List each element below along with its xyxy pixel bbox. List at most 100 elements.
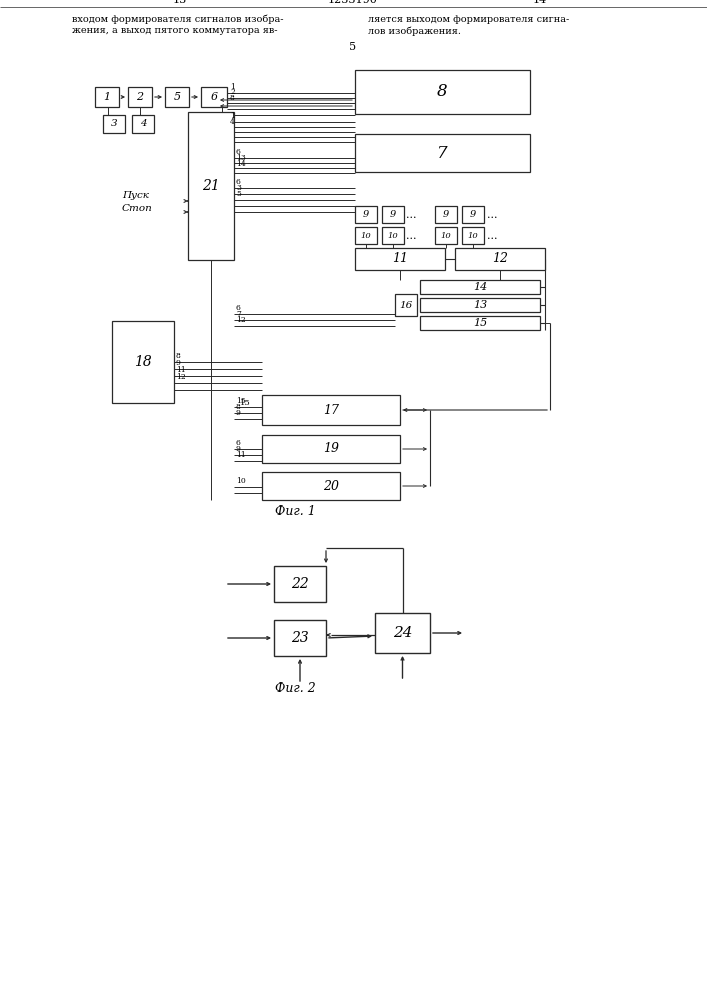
Text: 9: 9 [363, 210, 369, 219]
Bar [355, 227, 377, 244]
Text: 5: 5 [173, 92, 180, 102]
Text: 13: 13 [473, 300, 487, 310]
Text: ...: ... [487, 210, 498, 220]
Text: 10: 10 [361, 232, 371, 239]
Bar [382, 227, 404, 244]
Text: 13: 13 [173, 0, 187, 5]
Text: 15: 15 [473, 318, 487, 328]
Bar [262, 435, 400, 463]
Text: 12: 12 [492, 252, 508, 265]
Text: жения, а выход пятого коммутатора яв-: жения, а выход пятого коммутатора яв- [72, 26, 278, 35]
Text: 7: 7 [236, 310, 241, 318]
Text: 2: 2 [230, 88, 235, 96]
Text: 20: 20 [323, 480, 339, 492]
Text: 10: 10 [467, 232, 479, 239]
Bar [395, 294, 417, 316]
Text: Стоп: Стоп [122, 204, 153, 213]
Text: 9: 9 [470, 210, 476, 219]
Text: 4: 4 [230, 118, 235, 126]
Bar [355, 248, 445, 270]
Bar [188, 112, 234, 260]
Text: 22: 22 [291, 577, 309, 591]
Text: 13: 13 [236, 154, 246, 162]
Bar [462, 206, 484, 223]
Text: 9: 9 [236, 445, 241, 453]
Bar [355, 70, 530, 114]
Text: ...: ... [487, 231, 498, 241]
Text: 8: 8 [236, 403, 241, 411]
Text: 14: 14 [236, 160, 246, 168]
Bar [355, 206, 377, 223]
Text: ...: ... [406, 210, 416, 220]
Text: 21: 21 [202, 179, 220, 193]
Text: 6: 6 [236, 178, 241, 186]
Text: 16: 16 [399, 300, 413, 310]
Text: 6: 6 [236, 148, 241, 156]
Text: 9: 9 [443, 210, 449, 219]
Bar [420, 316, 540, 330]
Text: 12: 12 [176, 373, 186, 381]
Bar [95, 87, 119, 107]
Text: 15: 15 [240, 399, 251, 407]
Text: 15: 15 [236, 397, 246, 405]
Text: 6: 6 [211, 92, 218, 102]
Bar [128, 87, 152, 107]
Text: 11: 11 [236, 451, 246, 459]
Text: 10: 10 [440, 232, 451, 239]
Text: 23: 23 [291, 631, 309, 645]
Text: 14: 14 [473, 282, 487, 292]
Text: лов изображения.: лов изображения. [368, 26, 461, 35]
Text: 17: 17 [323, 403, 339, 416]
Text: 3: 3 [236, 184, 241, 192]
Text: ...: ... [406, 231, 416, 241]
Text: 7: 7 [437, 144, 448, 161]
Bar [420, 298, 540, 312]
Text: 24: 24 [393, 626, 412, 640]
Text: 5: 5 [349, 42, 356, 52]
Text: 8: 8 [230, 94, 235, 102]
Text: 1: 1 [230, 112, 235, 120]
Bar [355, 134, 530, 172]
Text: 6: 6 [236, 304, 241, 312]
Bar [262, 472, 400, 500]
Text: 4: 4 [140, 119, 146, 128]
Bar [382, 206, 404, 223]
Bar [375, 613, 430, 653]
Text: 18: 18 [134, 355, 152, 369]
Text: Фиг. 1: Фиг. 1 [274, 505, 315, 518]
Text: 2: 2 [136, 92, 144, 102]
Text: 9: 9 [176, 359, 181, 367]
Text: Пуск: Пуск [122, 191, 149, 200]
Text: ляется выходом формирователя сигна-: ляется выходом формирователя сигна- [368, 15, 569, 24]
Text: 10: 10 [387, 232, 398, 239]
Bar [274, 620, 326, 656]
Bar [132, 115, 154, 133]
Bar [435, 206, 457, 223]
Bar [455, 248, 545, 270]
Bar [103, 115, 125, 133]
Bar [262, 395, 400, 425]
Text: 11: 11 [392, 252, 408, 265]
Text: 8: 8 [437, 84, 448, 101]
Text: 9: 9 [390, 210, 396, 219]
Text: 12: 12 [236, 316, 246, 324]
Bar [201, 87, 227, 107]
Text: 11: 11 [176, 366, 186, 374]
Text: 1: 1 [103, 92, 110, 102]
Bar [435, 227, 457, 244]
Text: 8: 8 [176, 352, 181, 360]
Text: 1233190: 1233190 [328, 0, 378, 5]
Text: 9: 9 [236, 409, 241, 417]
Bar [274, 566, 326, 602]
Text: Фиг. 2: Фиг. 2 [274, 682, 315, 695]
Text: 1: 1 [230, 83, 235, 91]
Bar [462, 227, 484, 244]
Text: 3: 3 [111, 119, 117, 128]
Bar [420, 280, 540, 294]
Text: 6: 6 [236, 439, 241, 447]
Bar [165, 87, 189, 107]
Bar [112, 321, 174, 403]
Text: 10: 10 [236, 477, 246, 485]
Text: 19: 19 [323, 442, 339, 456]
Text: 14: 14 [533, 0, 547, 5]
